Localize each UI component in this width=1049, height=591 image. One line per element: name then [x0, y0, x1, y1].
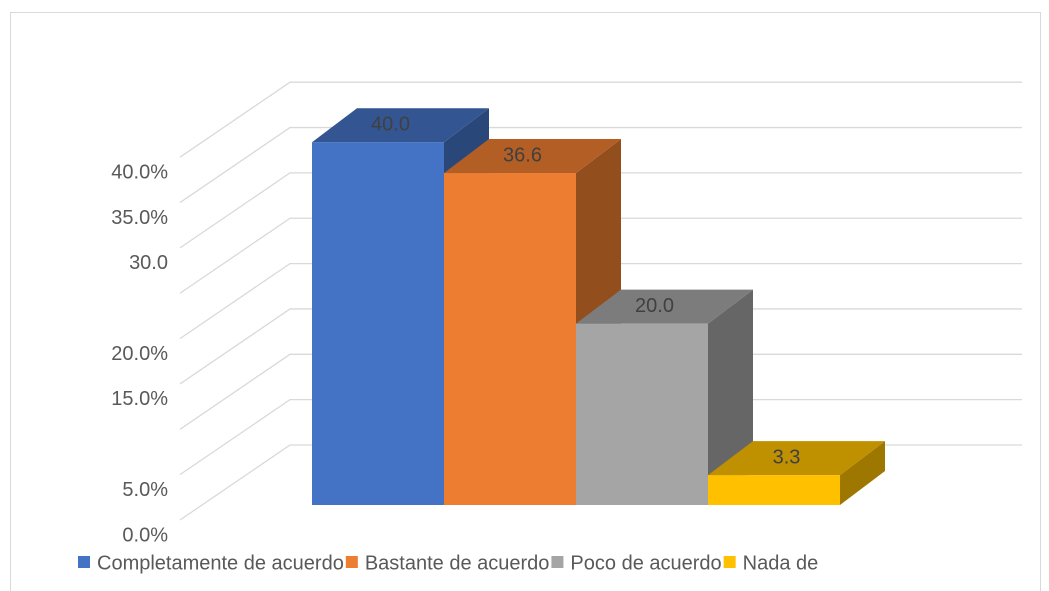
bar-side [840, 441, 885, 505]
data-label: 36.6 [503, 144, 542, 166]
grid-line [179, 398, 1022, 476]
data-label: 3.3 [773, 446, 801, 468]
y-tick-label: 5.0% [122, 479, 168, 501]
bar [708, 475, 840, 505]
legend-swatch [78, 556, 90, 568]
bar-top [576, 289, 753, 324]
data-label: 20.0 [635, 295, 674, 317]
legend-label: Bastante de acuerdo [365, 552, 550, 574]
grid-line [179, 262, 1022, 340]
legend-label: Nada de [743, 552, 819, 574]
y-tick-label: 30.0 [129, 252, 168, 274]
bar-top [312, 108, 489, 143]
y-tick-label: 15.0% [111, 388, 168, 410]
legend-label: Completamente de acuerdo [97, 552, 344, 574]
y-tick-label: 20.0% [111, 343, 168, 365]
legend-swatch [345, 556, 358, 568]
grid-line [179, 126, 1022, 204]
legend-swatch [723, 556, 736, 568]
bar-top [444, 139, 621, 174]
legend-label: Poco de acuerdo [570, 552, 721, 574]
y-tick-label: 0.0% [122, 524, 168, 546]
y-tick-label: 35.0% [111, 207, 168, 229]
legend-swatch [551, 556, 564, 568]
bar [312, 142, 444, 505]
bar [576, 323, 708, 505]
grid-line [179, 217, 1022, 294]
grid-line [179, 353, 1022, 430]
y-tick-label: 40.0% [111, 161, 168, 183]
grid-line [179, 81, 1022, 158]
grid-line [179, 308, 1022, 385]
data-label: 40.0 [371, 113, 410, 135]
grid-line [179, 172, 1022, 249]
bar-top [708, 441, 885, 476]
bar [444, 173, 576, 505]
